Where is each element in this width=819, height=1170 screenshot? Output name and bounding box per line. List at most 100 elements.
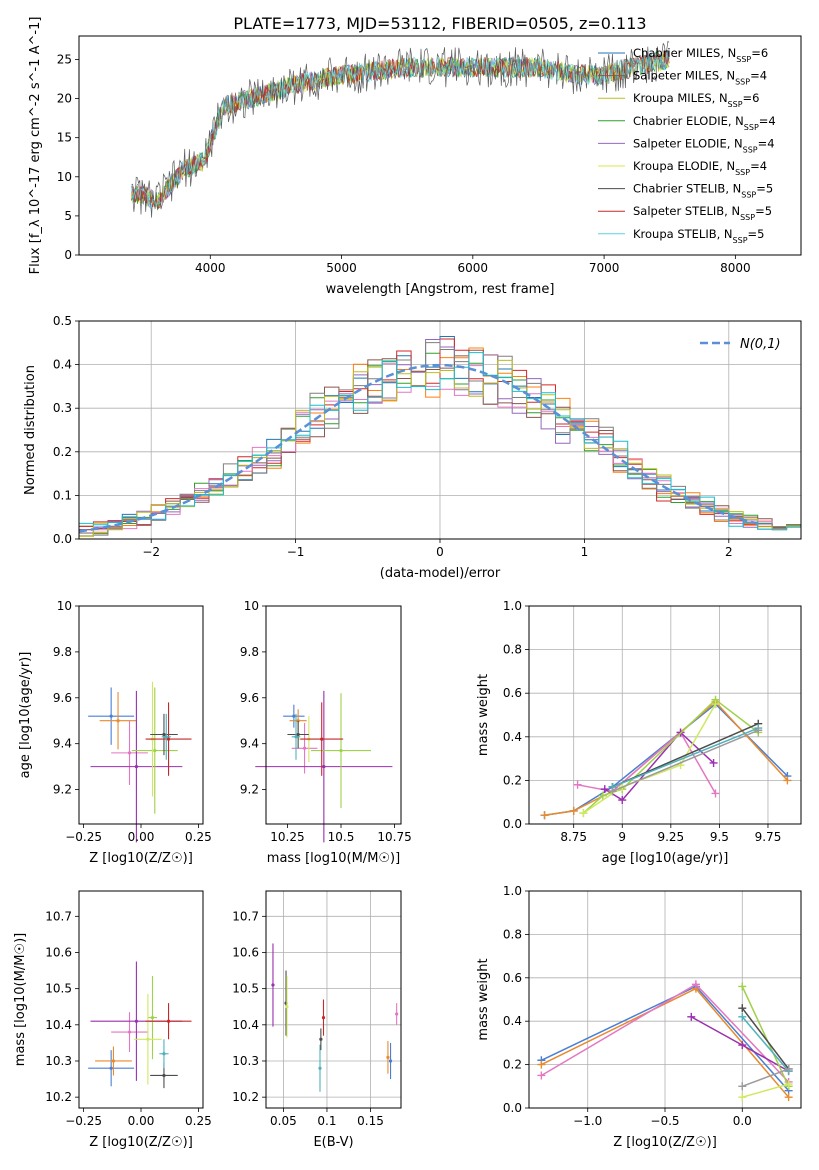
point-marker xyxy=(162,1052,166,1056)
data-point xyxy=(99,692,137,750)
axes-frame xyxy=(78,890,204,1109)
y-tick-label: 0.4 xyxy=(503,730,522,744)
point-marker xyxy=(116,719,120,723)
data-point xyxy=(95,1046,132,1076)
plus-marker xyxy=(600,785,609,794)
y-tick-label: 0.0 xyxy=(503,817,522,831)
grid-lines xyxy=(266,891,401,1108)
point-marker xyxy=(285,1005,289,1009)
data-point xyxy=(134,994,162,1085)
series-path xyxy=(604,731,715,801)
plus-marker xyxy=(709,758,718,767)
data-point xyxy=(388,1042,393,1080)
y-tick-label: 0.6 xyxy=(503,686,522,700)
y-tick-label: 0.8 xyxy=(503,643,522,657)
legend-label: Chabrier MILES, NSSP=6 xyxy=(633,46,768,64)
series-path xyxy=(582,703,717,814)
y-tick-label: 9.6 xyxy=(53,691,72,705)
y-tick-label: 10.3 xyxy=(45,1054,72,1068)
series-line xyxy=(738,982,793,1091)
data-point xyxy=(318,1044,322,1092)
point-marker xyxy=(302,746,307,750)
axes: 10.25 10.5 10.75 9.2 9.4 9.6 9.8 10 mass [log10(… xyxy=(240,599,412,866)
axes-frame xyxy=(78,605,204,825)
series-line xyxy=(573,728,720,798)
plus-marker xyxy=(754,726,763,735)
plot-area: N(0,1) xyxy=(78,336,801,537)
axes-frame xyxy=(265,605,402,825)
legend: Chabrier MILES, NSSP=6 Salpeter MILES, NS… xyxy=(598,46,776,244)
y-axis-label: mass [log10(M/M☉)] xyxy=(13,933,28,1066)
y-tick-label: 9.4 xyxy=(240,737,259,751)
age-vs-metallicity-panel: −0.25 0.00 0.25 9.2 9.4 9.6 9.8 10 Z [log10(Z/Z☉… xyxy=(18,599,212,866)
plus-marker xyxy=(618,796,627,805)
series-path xyxy=(741,1016,790,1072)
plus-marker xyxy=(687,1012,696,1021)
x-axis-label: Z [log10(Z/Z☉)] xyxy=(89,1135,193,1150)
point-marker xyxy=(339,748,343,753)
plus-marker xyxy=(608,787,617,796)
data-point xyxy=(161,713,171,760)
x-tick-label: −0.25 xyxy=(65,1114,102,1128)
point-marker xyxy=(134,1019,139,1023)
x-tick-label: 0.1 xyxy=(317,1114,336,1128)
data-point xyxy=(386,1041,390,1074)
data-point xyxy=(321,999,326,1036)
plot-area xyxy=(271,943,399,1092)
plus-marker xyxy=(738,1082,747,1091)
histogram-step xyxy=(79,349,801,531)
data-point xyxy=(147,975,158,1060)
mass-weight-vs-metallicity-panel: −1.0 −0.5 0.0 0.0 0.2 0.4 0.6 0.8 1.0 Z [log10(Z/… xyxy=(476,884,802,1150)
x-tick-label: 0 xyxy=(436,545,444,559)
series-line xyxy=(600,728,718,805)
data-point xyxy=(271,943,275,1027)
spectrum-line xyxy=(131,40,670,218)
x-tick-label: 10.25 xyxy=(270,830,304,844)
series-path xyxy=(690,1016,789,1072)
x-tick-label: 9.5 xyxy=(710,830,729,844)
point-marker xyxy=(162,1073,166,1078)
age-vs-mass-panel: 10.25 10.5 10.75 9.2 9.4 9.6 9.8 10 mass [log10(… xyxy=(240,599,412,866)
y-tick-label: 0.3 xyxy=(53,401,72,415)
axes: 4000 5000 6000 7000 8000 0 5 10 15 20 25 wavelength… xyxy=(28,17,802,297)
plus-marker xyxy=(711,700,720,709)
data-point xyxy=(395,1003,399,1025)
plus-marker xyxy=(540,811,549,820)
plus-marker xyxy=(738,1041,747,1050)
y-tick-label: 15 xyxy=(57,131,72,145)
y-tick-label: 0.2 xyxy=(53,445,72,459)
plot-area xyxy=(88,681,192,843)
data-point xyxy=(319,1028,323,1051)
data-point xyxy=(283,704,305,728)
x-axis-label: age [log10(age/yr)] xyxy=(602,851,729,866)
data-point xyxy=(111,1012,148,1052)
y-tick-label: 0.2 xyxy=(503,1058,522,1072)
y-tick-label: 10.7 xyxy=(232,909,259,923)
point-marker xyxy=(153,748,157,753)
point-marker xyxy=(386,1055,390,1059)
x-tick-label: −1 xyxy=(287,545,305,559)
y-tick-label: 10 xyxy=(244,599,259,613)
plus-marker xyxy=(598,791,607,800)
grid-lines xyxy=(529,890,801,1109)
y-axis-label: Normed distribution xyxy=(23,365,38,495)
plot-area: Chabrier MILES, NSSP=6 Salpeter MILES, NS… xyxy=(131,40,776,244)
plus-marker xyxy=(738,1093,747,1102)
axes-frame xyxy=(528,605,802,825)
series-line xyxy=(540,697,792,820)
x-tick-label: 8.75 xyxy=(560,830,587,844)
y-tick-label: 5 xyxy=(64,209,72,223)
plot-area xyxy=(255,690,393,843)
data-point xyxy=(255,690,393,843)
y-tick-label: 10.2 xyxy=(232,1090,259,1104)
point-marker xyxy=(296,732,300,737)
point-marker xyxy=(388,1059,393,1063)
y-tick-label: 0.8 xyxy=(503,927,522,941)
point-marker xyxy=(321,1015,326,1020)
point-marker xyxy=(134,765,139,769)
series-path xyxy=(612,729,759,792)
plus-marker xyxy=(784,1093,793,1102)
axes-frame xyxy=(78,35,802,256)
grid-lines xyxy=(529,605,801,825)
